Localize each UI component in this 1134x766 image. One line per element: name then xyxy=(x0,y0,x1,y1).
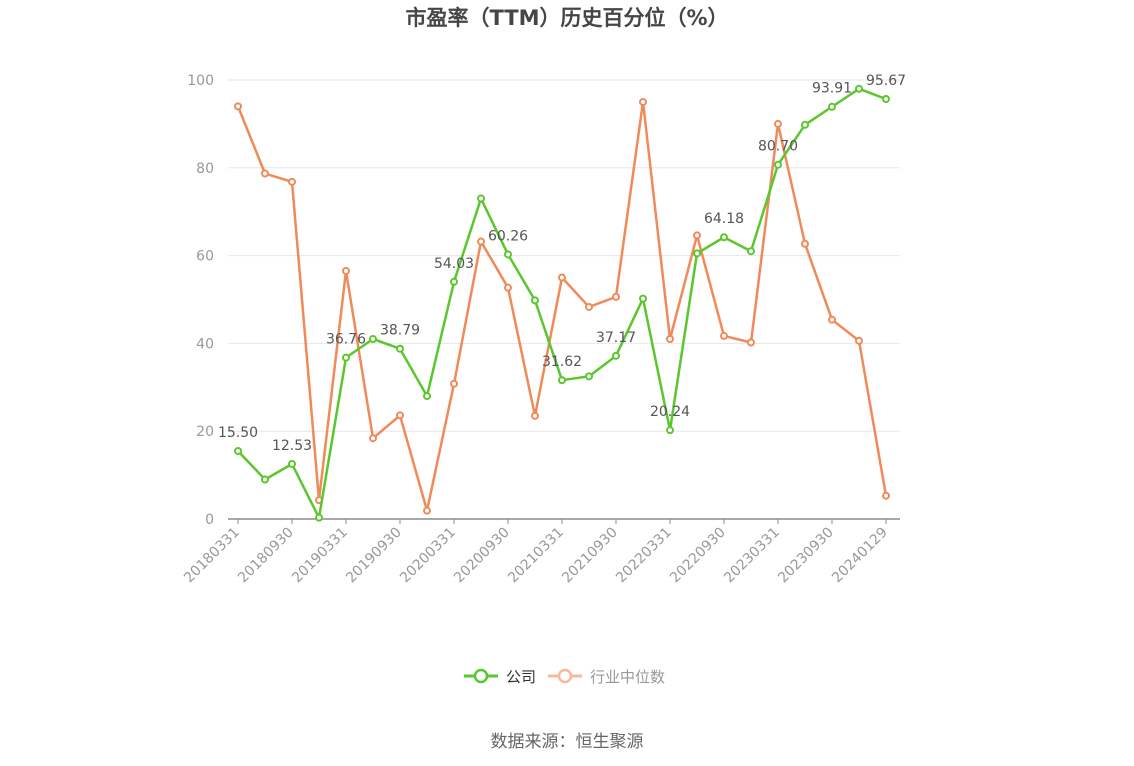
data-point xyxy=(369,335,377,344)
data-point xyxy=(261,169,269,178)
x-tick-label: 20210930 xyxy=(559,525,621,587)
data-point xyxy=(882,491,890,500)
data-point xyxy=(801,120,809,129)
legend-item-label: 公司 xyxy=(506,668,536,686)
data-point xyxy=(612,351,620,360)
data-point xyxy=(558,273,566,282)
data-label: 54.03 xyxy=(434,256,474,272)
data-point xyxy=(747,338,755,347)
data-point xyxy=(288,459,296,468)
data-point xyxy=(396,344,404,353)
data-label: 93.91 xyxy=(812,81,852,97)
data-point xyxy=(342,266,350,275)
y-axis: 0 20 40 60 80 100 xyxy=(187,73,214,528)
data-point xyxy=(666,335,674,344)
data-point xyxy=(369,434,377,443)
y-tick-label: 20 xyxy=(196,424,214,440)
data-source: 数据来源：恒生聚源 xyxy=(491,732,644,752)
data-point xyxy=(234,446,242,455)
data-point xyxy=(504,250,512,259)
data-label: 80.70 xyxy=(758,139,798,155)
y-tick-label: 0 xyxy=(205,512,214,528)
legend-item-label: 行业中位数 xyxy=(590,668,665,686)
legend-marker xyxy=(473,668,489,684)
data-point xyxy=(234,102,242,111)
chart-title: 市盈率（TTM）历史百分位（%） xyxy=(405,6,728,30)
x-tick-label: 20200331 xyxy=(397,525,459,587)
data-label: 95.67 xyxy=(866,73,906,89)
data-point xyxy=(477,237,485,246)
y-tick-label: 100 xyxy=(187,73,214,89)
data-point xyxy=(504,283,512,292)
data-point xyxy=(288,177,296,186)
data-point xyxy=(882,95,890,104)
x-tick-label: 20240129 xyxy=(829,525,891,587)
x-tick-label: 20190930 xyxy=(343,525,405,587)
y-tick-label: 60 xyxy=(196,249,214,265)
data-point xyxy=(423,506,431,515)
legend-marker xyxy=(557,668,573,684)
data-label: 38.79 xyxy=(380,323,420,339)
data-point xyxy=(855,84,863,93)
x-tick-label: 20190331 xyxy=(289,525,351,587)
data-point xyxy=(342,353,350,362)
y-tick-label: 40 xyxy=(196,336,214,352)
data-point xyxy=(828,315,836,324)
legend: 公司 行业中位数 xyxy=(464,668,665,686)
x-axis: 2018033120180930201903312019093020200331… xyxy=(181,518,900,587)
data-point xyxy=(450,379,458,388)
data-point xyxy=(477,194,485,203)
data-point xyxy=(693,249,701,258)
x-tick-label: 20210331 xyxy=(505,525,567,587)
data-label: 20.24 xyxy=(650,404,690,420)
data-point xyxy=(531,411,539,420)
x-tick-label: 20230930 xyxy=(775,525,837,587)
x-tick-label: 20230331 xyxy=(721,525,783,587)
data-label: 31.62 xyxy=(542,354,582,370)
x-tick-label: 20200930 xyxy=(451,525,513,587)
data-point xyxy=(612,292,620,301)
data-point xyxy=(639,97,647,106)
data-label: 64.18 xyxy=(704,211,744,227)
data-label: 60.26 xyxy=(488,228,528,244)
data-point xyxy=(639,294,647,303)
data-point xyxy=(396,411,404,420)
data-point xyxy=(585,302,593,311)
data-point xyxy=(693,231,701,240)
x-tick-label: 20220331 xyxy=(613,525,675,587)
data-point xyxy=(531,296,539,305)
data-label: 37.17 xyxy=(596,330,636,346)
data-point xyxy=(828,102,836,111)
data-point xyxy=(558,376,566,385)
data-point xyxy=(720,233,728,242)
data-point xyxy=(747,247,755,256)
series-layer xyxy=(234,84,890,522)
x-tick-label: 20220930 xyxy=(667,525,729,587)
x-tick-label: 20180930 xyxy=(235,525,297,587)
data-point xyxy=(720,331,728,340)
series-line-1 xyxy=(236,100,888,512)
data-point xyxy=(855,336,863,345)
data-label: 12.53 xyxy=(272,438,312,454)
x-tick-label: 20180331 xyxy=(181,525,243,587)
data-labels: 15.50 12.53 36.76 38.79 54.03 60.26 31.62 37.17… xyxy=(218,73,906,454)
data-point xyxy=(315,513,323,522)
data-point xyxy=(423,392,431,401)
data-point xyxy=(585,372,593,381)
data-point xyxy=(774,119,782,128)
y-tick-label: 80 xyxy=(196,161,214,177)
data-point xyxy=(261,475,269,484)
data-point xyxy=(774,160,782,169)
data-label: 15.50 xyxy=(218,425,258,441)
data-label: 36.76 xyxy=(326,332,366,348)
data-point xyxy=(801,239,809,248)
data-point xyxy=(666,426,674,435)
data-point xyxy=(450,277,458,286)
